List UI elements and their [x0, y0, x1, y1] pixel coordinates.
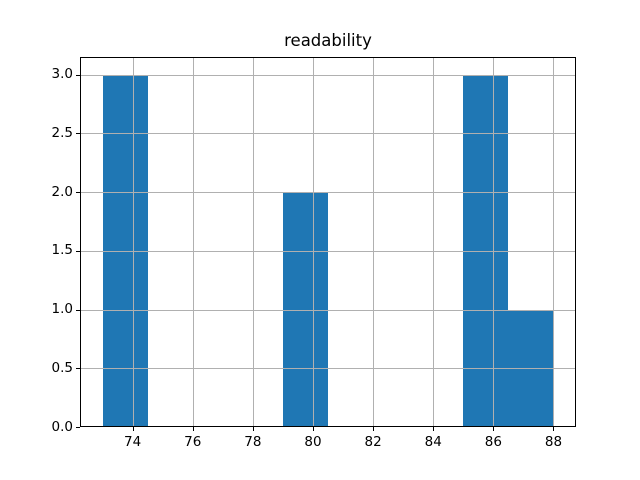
y-tick-mark	[76, 427, 80, 428]
y-grid-line	[80, 133, 576, 134]
x-tick-label: 78	[244, 434, 262, 450]
y-grid-line	[80, 251, 576, 252]
x-grid-line	[133, 57, 134, 427]
x-grid-line	[193, 57, 194, 427]
x-tick-label: 74	[124, 434, 142, 450]
y-tick-mark	[76, 251, 80, 252]
x-grid-line	[313, 57, 314, 427]
x-tick-label: 76	[184, 434, 202, 450]
y-tick-label: 1.0	[51, 301, 73, 318]
x-tick-label: 86	[484, 434, 502, 450]
x-tick-mark	[373, 427, 374, 431]
x-tick-label: 80	[304, 434, 322, 450]
x-grid-line	[253, 57, 254, 427]
x-tick-mark	[553, 427, 554, 431]
x-grid-line	[373, 57, 374, 427]
chart-title: readability	[284, 31, 372, 50]
x-tick-mark	[493, 427, 494, 431]
y-tick-mark	[76, 133, 80, 134]
x-grid-line	[493, 57, 494, 427]
y-grid-line	[80, 192, 576, 193]
x-tick-mark	[193, 427, 194, 431]
y-tick-label: 1.5	[51, 242, 73, 259]
x-grid-line	[433, 57, 434, 427]
x-tick-mark	[133, 427, 134, 431]
x-grid-line	[553, 57, 554, 427]
y-tick-label: 2.0	[51, 183, 73, 200]
y-tick-label: 0.0	[51, 418, 73, 435]
x-tick-label: 82	[364, 434, 382, 450]
y-tick-mark	[76, 192, 80, 193]
y-grid-line	[80, 75, 576, 76]
x-tick-mark	[433, 427, 434, 431]
y-tick-label: 3.0	[51, 66, 73, 83]
y-tick-label: 0.5	[51, 359, 73, 376]
x-tick-label: 84	[424, 434, 442, 450]
y-tick-mark	[76, 75, 80, 76]
x-tick-label: 88	[544, 434, 563, 450]
x-tick-mark	[313, 427, 314, 431]
y-grid-line	[80, 368, 576, 369]
y-tick-label: 2.5	[51, 124, 73, 141]
y-tick-mark	[76, 310, 80, 311]
y-tick-mark	[76, 368, 80, 369]
x-tick-mark	[253, 427, 254, 431]
y-grid-line	[80, 310, 576, 311]
histogram-bar	[282, 192, 328, 427]
